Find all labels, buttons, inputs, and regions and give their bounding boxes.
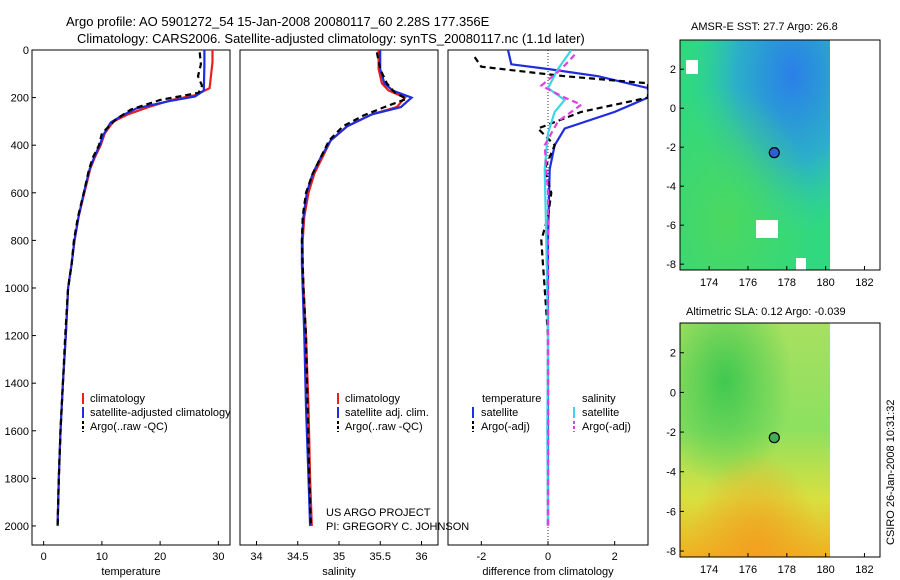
sla-field-high: [680, 323, 830, 557]
map-y-tick-label: -2: [666, 142, 676, 154]
map-x-tick-label: 180: [816, 564, 834, 576]
x-tick-label: 36: [415, 551, 427, 563]
x-tick-label: 35: [333, 551, 345, 563]
timestamp: CSIRO 26-Jan-2008 10:31:32: [885, 399, 897, 545]
x-tick-label: 30: [212, 551, 224, 563]
temperature-plot: 0 10 20 30 0 200 400 600 800 1000 1200 1400 1600 1800…: [5, 45, 225, 578]
map-y-tick-label: -6: [666, 506, 676, 518]
series-temperature-argo-adj-: [473, 56, 648, 526]
legend-label-argo: Argo(..raw -QC): [90, 421, 168, 433]
x-tick-label: 0: [545, 551, 551, 563]
sla-map-frame: [679, 322, 881, 558]
series-satellite-adjusted-climatology: [56, 50, 206, 527]
y-tick-label: 600: [11, 188, 29, 200]
legend-label-satellite: satellite adj. clim.: [345, 407, 429, 419]
sst-missing-patch: [756, 220, 778, 238]
sst-map-frame: [679, 39, 881, 271]
map-y-tick-label: 0: [670, 387, 676, 399]
legend-title-salinity: salinity: [582, 393, 616, 405]
difference-legend: temperature salinity satellite Argo(-adj…: [472, 393, 631, 433]
x-tick-label: 20: [154, 551, 166, 563]
y-tick-label: 800: [11, 235, 29, 247]
sst-missing-patch: [796, 258, 806, 270]
sst-argo-marker: [768, 147, 780, 159]
series-climatology: [56, 50, 214, 527]
legend-label-sal-argo: Argo(-adj): [582, 421, 631, 433]
y-tick-label: 1800: [5, 473, 29, 485]
sla-argo-marker: [768, 432, 780, 444]
sla-map: [679, 322, 881, 558]
legend-label-climatology: climatology: [345, 393, 401, 405]
map-y-tick-label: -4: [666, 181, 676, 193]
x-tick-label: 34: [250, 551, 262, 563]
y-tick-label: 2000: [5, 521, 29, 533]
difference-xlabel: difference from climatology: [482, 566, 614, 578]
legend-label-satellite: satellite-adjusted climatology: [90, 407, 231, 419]
series-salinity-satellite: [543, 50, 573, 527]
sst-field-green: [680, 40, 830, 270]
credit-project: US ARGO PROJECT: [326, 507, 431, 519]
legend-label-climatology: climatology: [90, 393, 146, 405]
map-y-tick-label: -6: [666, 220, 676, 232]
y-tick-label: 1600: [5, 426, 29, 438]
difference-plot: -2 0 2 difference from climatology: [473, 50, 648, 578]
x-tick-label: 34.5: [287, 551, 308, 563]
credit-pi: PI: GREGORY C. JOHNSON: [326, 521, 469, 533]
temperature-legend: climatology satellite-adjusted climatolo…: [82, 393, 231, 433]
legend-label-argo: Argo(..raw -QC): [345, 421, 423, 433]
legend-label-temp-satellite: satellite: [481, 407, 518, 419]
y-tick-label: 400: [11, 140, 29, 152]
figure-title-line-1: Argo profile: AO 5901272_54 15-Jan-2008 …: [66, 14, 490, 29]
map-y-tick-label: -4: [666, 467, 676, 479]
series-argo-raw-qc-: [300, 52, 410, 527]
x-tick-label: 2: [612, 551, 618, 563]
legend-label-sal-satellite: satellite: [582, 407, 619, 419]
figure-title-line-2: Climatology: CARS2006. Satellite-adjuste…: [77, 31, 585, 46]
x-tick-label: 35.5: [370, 551, 391, 563]
x-tick-label: 10: [96, 551, 108, 563]
profile-plots: 0 10 20 30020040060080010001200140016001800…: [5, 45, 648, 578]
sst-missing-patch: [686, 60, 698, 74]
map-y-tick-label: -2: [666, 427, 676, 439]
sst-map: [679, 39, 881, 271]
salinity-legend: climatology satellite adj. clim. Argo(..…: [337, 393, 429, 433]
series-argo-raw-qc-: [56, 52, 204, 527]
salinity-plot: 34 34.5 35 35.5 36 salinity: [250, 50, 428, 578]
map-x-tick-label: 174: [700, 277, 718, 289]
map-x-tick-label: 182: [855, 564, 873, 576]
map-y-tick-label: -8: [666, 546, 676, 558]
y-tick-label: 1000: [5, 283, 29, 295]
map-x-tick-label: 178: [778, 564, 796, 576]
map-y-tick-label: -8: [666, 259, 676, 271]
series-temperature-satellite: [506, 50, 648, 526]
temperature-xlabel: temperature: [101, 566, 160, 578]
legend-label-temp-argo: Argo(-adj): [481, 421, 530, 433]
sla-map-title: Altimetric SLA: 0.12 Argo: -0.039: [686, 306, 846, 318]
series-satellite-adj-clim-: [300, 50, 414, 527]
series-salinity-argo-adj-: [539, 54, 584, 526]
legend-title-temperature: temperature: [482, 393, 541, 405]
y-tick-label: 0: [23, 45, 29, 57]
map-ticks: 174 176 178 180 182 2 0 -2 -4 -6 -8 174 176 178 180 182…: [666, 64, 873, 576]
y-tick-label: 1400: [5, 378, 29, 390]
map-x-tick-label: 174: [700, 564, 718, 576]
map-y-tick-label: 0: [670, 103, 676, 115]
x-tick-label: 0: [41, 551, 47, 563]
salinity-xlabel: salinity: [322, 566, 356, 578]
map-x-tick-label: 176: [739, 277, 757, 289]
map-x-tick-label: 180: [816, 277, 834, 289]
map-x-tick-label: 176: [739, 564, 757, 576]
map-y-tick-label: 2: [670, 348, 676, 360]
map-x-tick-label: 182: [855, 277, 873, 289]
y-tick-label: 200: [11, 93, 29, 105]
temperature-axes: [31, 49, 231, 546]
sst-map-title: AMSR-E SST: 27.7 Argo: 26.8: [691, 21, 838, 33]
salinity-axes: [239, 49, 439, 546]
x-tick-label: -2: [476, 551, 486, 563]
map-y-tick-label: 2: [670, 64, 676, 76]
y-tick-label: 1200: [5, 331, 29, 343]
map-x-tick-label: 178: [778, 277, 796, 289]
